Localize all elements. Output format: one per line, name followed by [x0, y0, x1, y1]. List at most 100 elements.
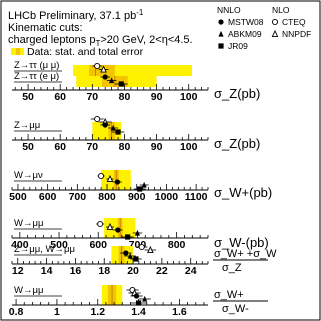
legend-label-abkm09: ABKM09: [228, 29, 262, 39]
tick-label-wplus-1100: 1100: [185, 191, 208, 203]
tick-label-ztautau-60: 60: [54, 91, 66, 103]
channel-label-ratio_wpm-0: W→μμ: [14, 285, 43, 296]
header-cuts: charged leptons pT>20 GeV, 2<η<4.5.: [8, 34, 193, 48]
ylabel-den-ratio_wz: σ_Z: [222, 262, 242, 274]
legend-marker-jr09-icon: [218, 43, 224, 49]
tick-label-ratio_wz-12: 12: [12, 265, 24, 277]
ylabel-wplus: σ_W+(pb): [214, 185, 272, 200]
theory-point-ztautau-jr09: [118, 81, 124, 87]
theory-point-ratio_wz-nnpdf: [147, 245, 154, 254]
tick-label-wminus-800: 800: [168, 239, 186, 251]
theory-point-wplus-nnpdf: [106, 174, 114, 183]
theory-point-wminus-jr09: [125, 234, 131, 240]
theory-point-ztautau-mstw08: [102, 74, 108, 80]
theory-point-ratio_wz-jr09: [133, 256, 139, 262]
channel-label-wminus-0: W→μμ: [14, 218, 43, 229]
tick-label-wminus-400: 400: [11, 239, 29, 251]
theory-point-zmumu-abkm09: [110, 124, 116, 131]
tick-label-wplus-600: 600: [39, 191, 57, 203]
band-legend-text: Data: stat. and total error: [27, 46, 144, 58]
theory-point-wplus-mstw08: [114, 179, 121, 185]
tick-label-zmumu-100: 100: [180, 141, 198, 153]
tick-label-ratio_wpm-1.2: 1.2: [90, 306, 105, 318]
panel-zmumu: Z→μμ 50 60 70 80 90 100 σ_Z(pb): [12, 115, 260, 153]
legend-label-nnpdf: NNPDF: [282, 29, 311, 39]
tick-label-ratio_wz-24: 24: [185, 265, 197, 277]
panel-ztautau: Z→ττ (μ μ)Z→ττ (e μ) 50 60 70 80 90 100 σ_Z(pb): [12, 60, 260, 103]
theory-point-ratio_wpm-mstw08: [133, 293, 140, 299]
theory-point-wplus-cteq: [98, 172, 105, 180]
theory-point-zmumu-mstw08: [102, 122, 108, 128]
legend-label-cteq: CTEQ: [282, 17, 306, 27]
tick-label-ratio_wz-22: 22: [156, 265, 168, 277]
tick-label-ratio_wz-14: 14: [41, 265, 53, 277]
theory-point-ratio_wpm-abkm09: [142, 295, 148, 302]
ylabel-ztautau: σ_Z(pb): [214, 86, 260, 101]
ylabel-num-ratio_wpm: σ_W+: [214, 289, 244, 301]
tick-label-ztautau-70: 70: [86, 91, 98, 103]
theory-point-wplus-jr09: [137, 186, 143, 192]
tick-label-ratio_wpm-1.4: 1.4: [131, 306, 146, 318]
chart-panels: Z→ττ (μ μ)Z→ττ (e μ) 50 60 70 80 90 100 σ_Z(pb)…: [9, 60, 277, 318]
theory-point-wminus-cteq: [97, 220, 104, 228]
tick-label-ratio_wpm-1: 1: [54, 306, 60, 318]
ylabel-den-ratio_wpm: σ_W-: [222, 303, 249, 315]
tick-label-wplus-1000: 1000: [155, 191, 179, 203]
tick-label-zmumu-80: 80: [119, 141, 131, 153]
tick-label-wplus-800: 800: [98, 191, 116, 203]
tick-label-zmumu-50: 50: [22, 141, 34, 153]
tick-label-ztautau-50: 50: [22, 91, 34, 103]
legend-nlo-title: NLO: [272, 5, 290, 15]
channel-label-zmumu-0: Z→μμ: [14, 120, 40, 131]
tick-label-ratio_wz-18: 18: [98, 265, 110, 277]
theory-point-ratio_wz-cteq: [138, 243, 145, 251]
tick-label-ztautau-90: 90: [151, 91, 163, 103]
tick-label-zmumu-60: 60: [54, 141, 66, 153]
legend-stat-band-swatch: [16, 48, 20, 55]
ylabel-zmumu: σ_Z(pb): [214, 136, 260, 151]
tick-label-wplus-900: 900: [128, 191, 146, 203]
header-luminosity: LHCb Preliminary, 37.1 pb-1: [8, 8, 144, 22]
tick-label-wplus-500: 500: [9, 191, 27, 203]
panel-wplus: W→μν 500 600 700 800 900 1000 1100 σ_W+(pb): [9, 170, 272, 203]
legend-marker-mstw08-icon: [218, 19, 224, 25]
tick-label-wminus-500: 500: [50, 239, 68, 251]
ylabel-num-ratio_wz: σ_W+ +σ_W: [214, 248, 277, 260]
tick-label-ztautau-100: 100: [180, 91, 198, 103]
ylabel-wminus: σ_W-(pb): [214, 235, 269, 250]
theory-point-wplus-abkm09: [141, 181, 147, 188]
legend-marker-nnpdf-icon: [271, 29, 279, 38]
channel-label-ztautau-1: Z→ττ (e μ): [14, 71, 59, 82]
theory-point-ztautau-cteq: [94, 62, 101, 70]
tick-label-ratio_wz-16: 16: [70, 265, 82, 277]
tick-label-ztautau-80: 80: [119, 91, 131, 103]
theory-point-zmumu-cteq: [94, 115, 101, 123]
theory-point-wminus-nnpdf: [106, 222, 114, 231]
theory-point-zmumu-jr09: [115, 129, 121, 135]
legend-nnlo-title: NNLO: [217, 5, 241, 15]
legend-label-mstw08: MSTW08: [228, 17, 264, 27]
theory-point-ratio_wz-abkm09: [127, 252, 133, 259]
channel-label-wplus-0: W→μν: [14, 170, 43, 181]
header-cuts-title: Kinematic cuts:: [8, 22, 83, 34]
tick-label-wplus-700: 700: [69, 191, 87, 203]
channel-label-ratio_wz-0: Z→μμ, W→μμ: [14, 244, 75, 255]
legend-marker-cteq-icon: [271, 18, 279, 26]
theory-point-ztautau-nnpdf: [100, 65, 107, 73]
panel-ratio_wz: Z→μμ, W→μμ 12 14 16 18 20 22 24 σ_W+ +σ_W σ_Z: [11, 243, 277, 277]
tick-label-ratio_wpm-0.8: 0.8: [9, 306, 24, 318]
tick-label-zmumu-70: 70: [86, 141, 98, 153]
tick-label-ratio_wz-20: 20: [127, 265, 139, 277]
legend-marker-abkm09-icon: [218, 30, 224, 37]
legend-entries: MSTW08 ABKM09 JR09 CTEQ NNPDF: [218, 17, 311, 51]
tick-label-ratio_wpm-1.6: 1.6: [172, 306, 187, 318]
theory-point-ztautau-abkm09: [109, 77, 115, 84]
tick-label-zmumu-90: 90: [151, 141, 163, 153]
theory-point-wminus-mstw08: [115, 227, 121, 233]
legend-label-jr09: JR09: [228, 41, 248, 51]
panel-ratio_wpm: W→μμ 0.8 1 1.2 1.4 1.6 σ_W+ σ_W-: [9, 285, 268, 318]
total-band-ztautau-0: [73, 65, 192, 76]
